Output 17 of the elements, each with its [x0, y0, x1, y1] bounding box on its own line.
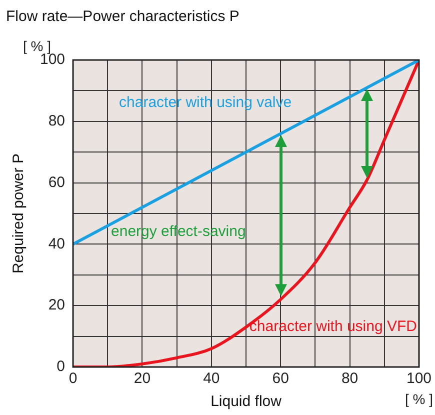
- y-tick-label: 60: [48, 174, 66, 191]
- line-series: [73, 60, 419, 367]
- x-tick-label: 40: [203, 370, 220, 388]
- y-axis-title: Required power P: [10, 153, 28, 274]
- y-tick-label: 40: [48, 235, 66, 252]
- x-tick-label: 0: [68, 370, 78, 388]
- x-axis-title: Liquid flow: [210, 393, 282, 410]
- chart-title: Flow rate—Power characteristics P: [6, 8, 240, 26]
- text: [ % ]: [23, 38, 52, 54]
- y-tick-label: 0: [56, 358, 66, 376]
- x-tick-label: 100: [406, 370, 432, 388]
- x-tick-label: 20: [134, 370, 151, 388]
- x-tick-label: 80: [341, 370, 358, 388]
- x-tick-label: 60: [272, 370, 289, 388]
- y-tick-label: 80: [48, 112, 66, 130]
- y-tick-label: 20: [48, 296, 66, 314]
- text: [ % ]: [404, 390, 433, 407]
